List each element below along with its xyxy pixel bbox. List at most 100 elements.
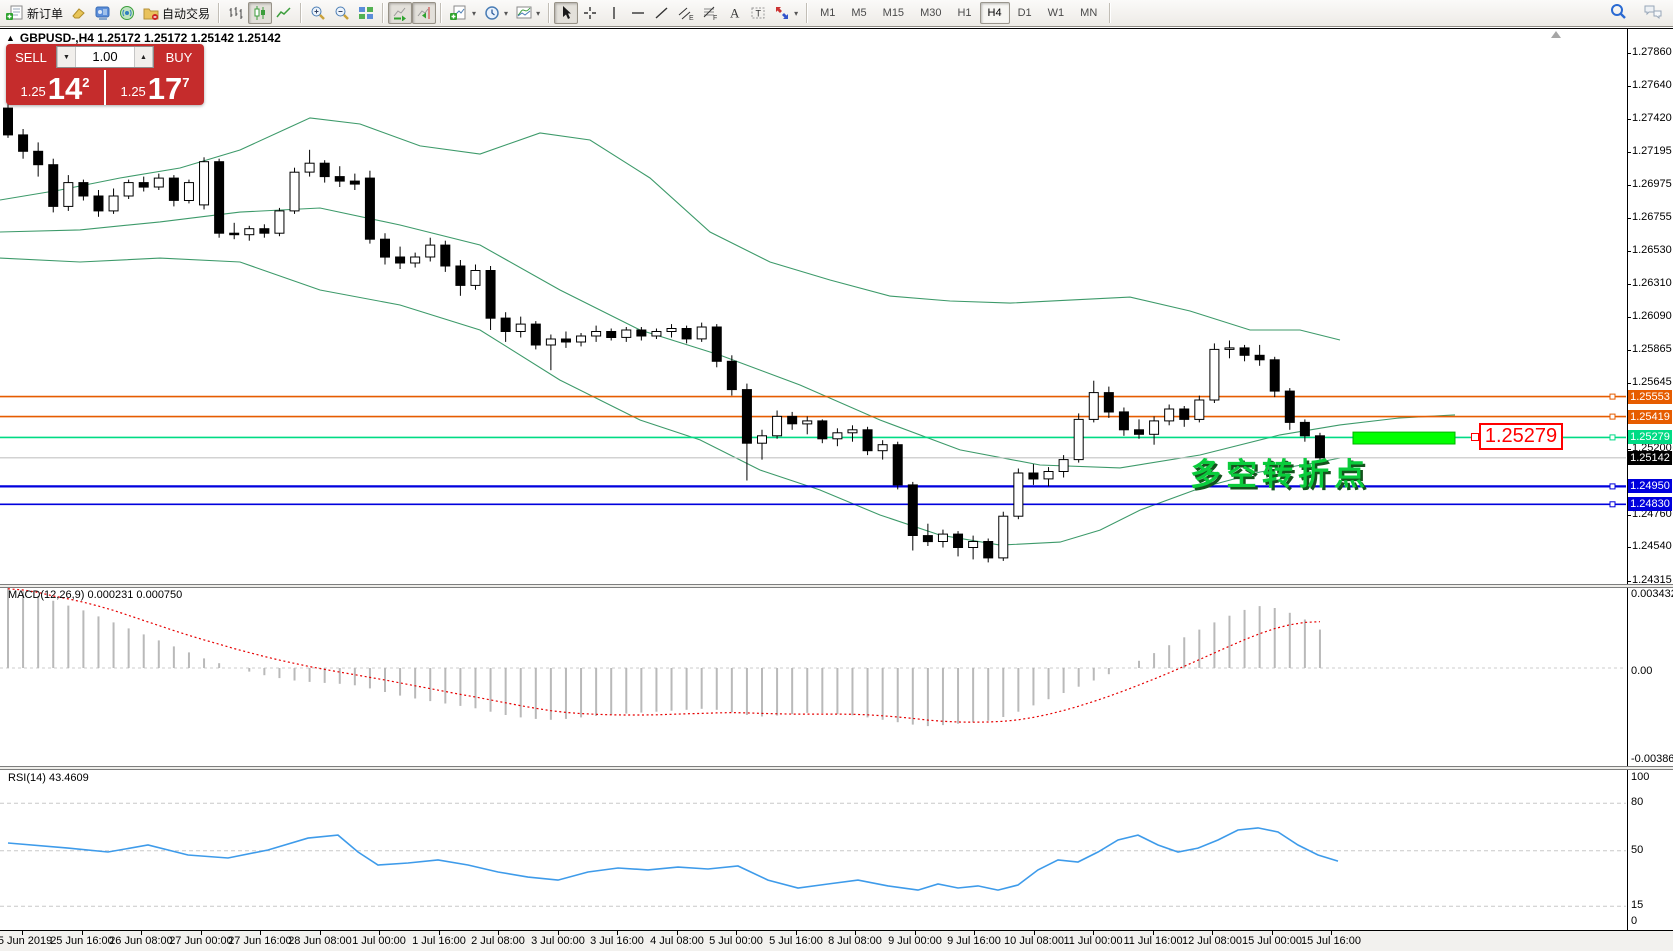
callout-anchor-square[interactable] [1471,433,1479,441]
trendline-button[interactable] [650,2,674,24]
sell-price-display[interactable]: 1.25 14 2 [6,70,106,105]
eraser-button[interactable] [67,2,91,24]
price-tick-label: 1.26975 [1632,178,1672,190]
price-tick-label: 1.27195 [1632,145,1672,157]
new-order-icon [6,5,24,21]
timeframe-button-m1[interactable]: M1 [820,7,836,19]
candlestick-icon [252,5,268,21]
chat-button[interactable] [1639,2,1667,24]
chart-shift-button[interactable] [412,2,437,24]
channel-icon: E [678,5,694,21]
time-tick-mark [974,931,975,935]
search-button[interactable] [1606,2,1631,24]
zoom-out-button[interactable] [330,2,354,24]
timeframe-button-h4[interactable]: H4 [979,2,1010,24]
volume-increase-button[interactable]: ▲ [134,47,153,67]
dropdown-arrow-icon[interactable]: ▾ [472,8,477,18]
autotrading-button[interactable]: 自动交易 [139,2,214,24]
text-label-button[interactable]: T [746,2,770,24]
new-order-label: 新订单 [27,6,64,21]
price-callout-text: 1.25279 [1484,425,1558,447]
candlestick-button[interactable] [248,2,273,24]
price-tick-mark [1627,383,1631,384]
signals-button[interactable] [115,2,139,24]
horizontal-line-button[interactable] [626,2,650,24]
timeframe-button-d1[interactable]: D1 [1017,7,1032,19]
expert-advisors-button[interactable] [91,2,115,24]
price-level-label-1.25553: 1.25553 [1628,390,1672,404]
price-level-label-1.24950: 1.24950 [1628,479,1672,493]
channel-button[interactable]: E [674,2,698,24]
autotrading-label: 自动交易 [162,6,211,21]
auto-scroll-button[interactable] [388,2,413,24]
time-tick-mark [558,931,559,935]
periods-icon [484,5,500,21]
timeframe-button-m30[interactable]: M30 [920,7,942,19]
time-tick-mark [141,931,142,935]
time-tick-mark [320,931,321,935]
hline-marker [1609,501,1616,508]
pane-separator[interactable] [0,584,1673,588]
hline-marker [1609,483,1616,490]
chart-shift-marker[interactable] [1551,31,1561,38]
timeframe-button-w1[interactable]: W1 [1047,7,1065,19]
tile-windows-button[interactable] [354,2,378,24]
crosshair-button[interactable] [578,2,602,24]
rsi-pane-svg[interactable] [0,770,1673,930]
time-label: 25 Jun 2019 [0,935,53,947]
cursor-button[interactable] [554,2,579,24]
text-label-icon: T [750,5,766,21]
volume-control: ▼ 1.00 ▲ [56,46,154,68]
chart-background [0,27,1673,930]
zoom-out-icon [334,5,350,21]
cursor-icon [558,5,574,21]
periods-button[interactable]: ▾ [480,2,512,24]
zoom-in-button[interactable] [306,2,330,24]
price-tick-mark [1627,218,1631,219]
pane-separator[interactable] [0,766,1673,770]
dropdown-arrow-icon[interactable]: ▾ [504,8,509,18]
toolbar-separator [218,3,221,23]
rsi-axis-label: 50 [1631,844,1644,856]
fibonacci-button[interactable]: F [698,2,722,24]
dropdown-arrow-icon[interactable]: ▾ [794,8,799,18]
turning-point-annotation[interactable]: 多空转折点 [1190,457,1370,492]
timeframe-button-h1[interactable]: H1 [957,7,972,19]
new-order-button[interactable]: 新订单 [2,2,67,24]
volume-decrease-button[interactable]: ▼ [57,47,76,67]
time-label: 27 Jun 16:00 [228,935,292,947]
templates-button[interactable]: ▾ [512,2,544,24]
timeframe-button-mn[interactable]: MN [1080,7,1098,19]
time-tick-mark [379,931,380,935]
crosshair-icon [582,5,598,21]
time-label: 9 Jul 00:00 [888,935,942,947]
time-label: 27 Jun 00:00 [169,935,233,947]
price-callout-label[interactable]: 1.25279 [1479,423,1563,450]
buy-button[interactable]: BUY [165,49,193,65]
hline-marker [1609,393,1616,400]
time-label: 4 Jul 08:00 [650,935,704,947]
vertical-line-button[interactable] [602,2,626,24]
indicators-button[interactable]: ▾ [446,2,480,24]
dropdown-arrow-icon[interactable]: ▾ [536,8,541,18]
time-tick-mark [1093,931,1094,935]
buy-price-display[interactable]: 1.25 17 7 [106,70,204,105]
text-button[interactable]: A [722,2,746,24]
volume-input[interactable]: 1.00 [92,49,118,64]
macd-pane-svg[interactable] [0,588,1673,766]
timeframe-button-m15[interactable]: M15 [882,7,905,19]
macd-signal-line [7,588,1320,723]
arrows-button[interactable]: ▾ [770,2,802,24]
bar-chart-button[interactable] [224,2,248,24]
sell-button[interactable]: SELL [15,49,47,65]
price-tick-label: 1.27420 [1632,112,1672,124]
timeframe-button-m5[interactable]: M5 [851,7,867,19]
fibonacci-icon: F [702,5,718,21]
main-chart-svg[interactable] [0,28,1673,584]
price-tick-label: 1.25865 [1632,343,1672,355]
rsi-axis-label: 15 [1631,899,1644,911]
line-chart-button[interactable] [272,2,296,24]
sell-price-sup: 2 [82,75,90,90]
collapse-panel-arrow[interactable]: ▲ [6,33,15,43]
